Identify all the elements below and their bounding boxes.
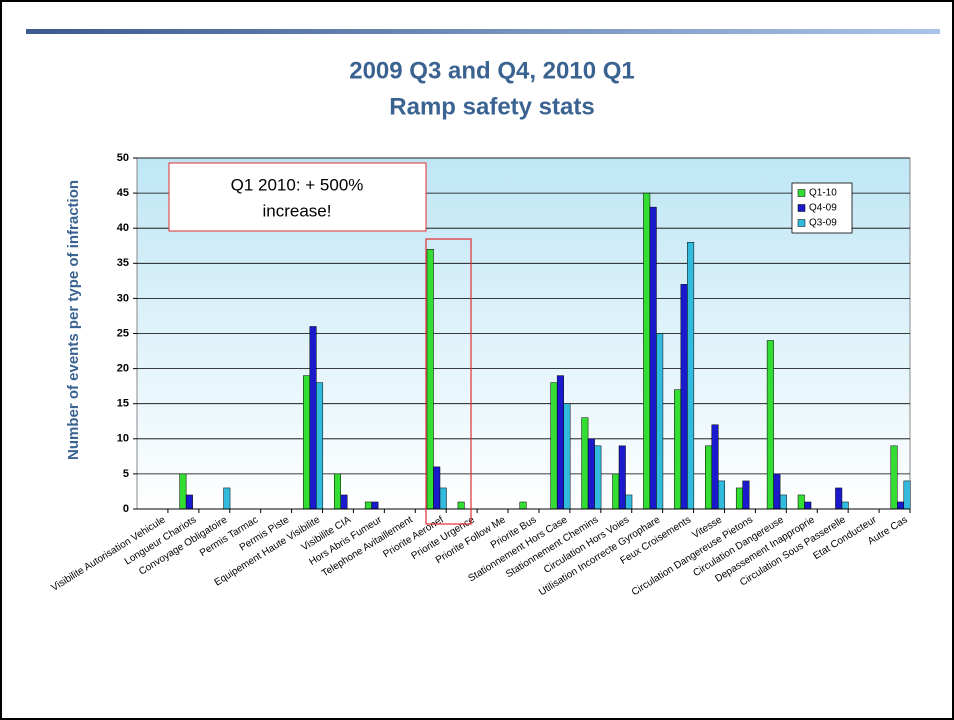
bar [674,389,682,510]
header-rule [26,29,940,34]
bar [223,487,231,510]
y-tick-label: 0 [123,503,129,515]
bar [897,501,905,510]
highlight-box [425,238,472,525]
bar [594,445,602,510]
y-tick-label: 45 [117,187,129,199]
chart-title: 2009 Q3 and Q4, 2010 Q1 [349,57,635,84]
y-axis-label: Number of events per type of infraction [65,180,82,460]
bar [711,424,719,510]
bar [371,501,379,510]
bar [718,480,726,510]
chart-subtitle: Ramp safety stats [389,93,594,120]
bar [433,466,441,510]
bar [779,494,787,510]
bar [333,473,341,510]
legend-label: Q3-09 [809,218,837,229]
bar [316,382,324,510]
y-tick-label: 15 [117,398,129,410]
bar [612,473,620,510]
bar [340,494,348,510]
bar [835,487,843,510]
y-tick-label: 30 [117,292,129,304]
bar [766,340,774,510]
y-tick-label: 35 [117,257,129,269]
legend-swatch [797,204,806,212]
bar [457,501,465,510]
bar [303,375,311,510]
bar [773,473,781,510]
bar [185,494,193,510]
bar [625,494,633,510]
annotation: Q1 2010: + 500% [231,175,364,194]
bar [587,438,595,510]
bar [735,487,743,510]
bar [179,473,187,510]
y-tick-label: 50 [117,152,129,164]
bar [618,445,626,510]
x-tick-label: Visibilite Autorisation Vehicule [50,514,168,594]
legend-label: Q1-10 [809,188,837,199]
bar [687,241,695,510]
bar [656,333,664,510]
bar [439,487,447,510]
y-tick-label: 10 [117,433,129,445]
bar [705,445,713,510]
bar [797,494,805,510]
bar [556,375,564,510]
bar [890,445,898,510]
bar [649,206,657,510]
bar [309,326,317,510]
bar [841,501,849,510]
bar [643,192,651,510]
annotation: increase! [263,201,332,220]
bar [519,501,527,510]
y-tick-label: 20 [117,363,129,375]
annotation-box [168,162,427,232]
bar [804,501,812,510]
bar [426,249,434,510]
bar [680,284,688,510]
bar [364,501,372,510]
bar [563,403,571,510]
legend-swatch [797,189,806,197]
bar [581,417,589,510]
bar [742,480,750,510]
y-tick-label: 40 [117,222,129,234]
legend-swatch [797,219,806,227]
legend-label: Q4-09 [809,203,837,214]
bar [903,480,911,510]
y-tick-label: 5 [123,468,129,480]
bar [550,382,558,510]
y-tick-label: 25 [117,327,129,339]
